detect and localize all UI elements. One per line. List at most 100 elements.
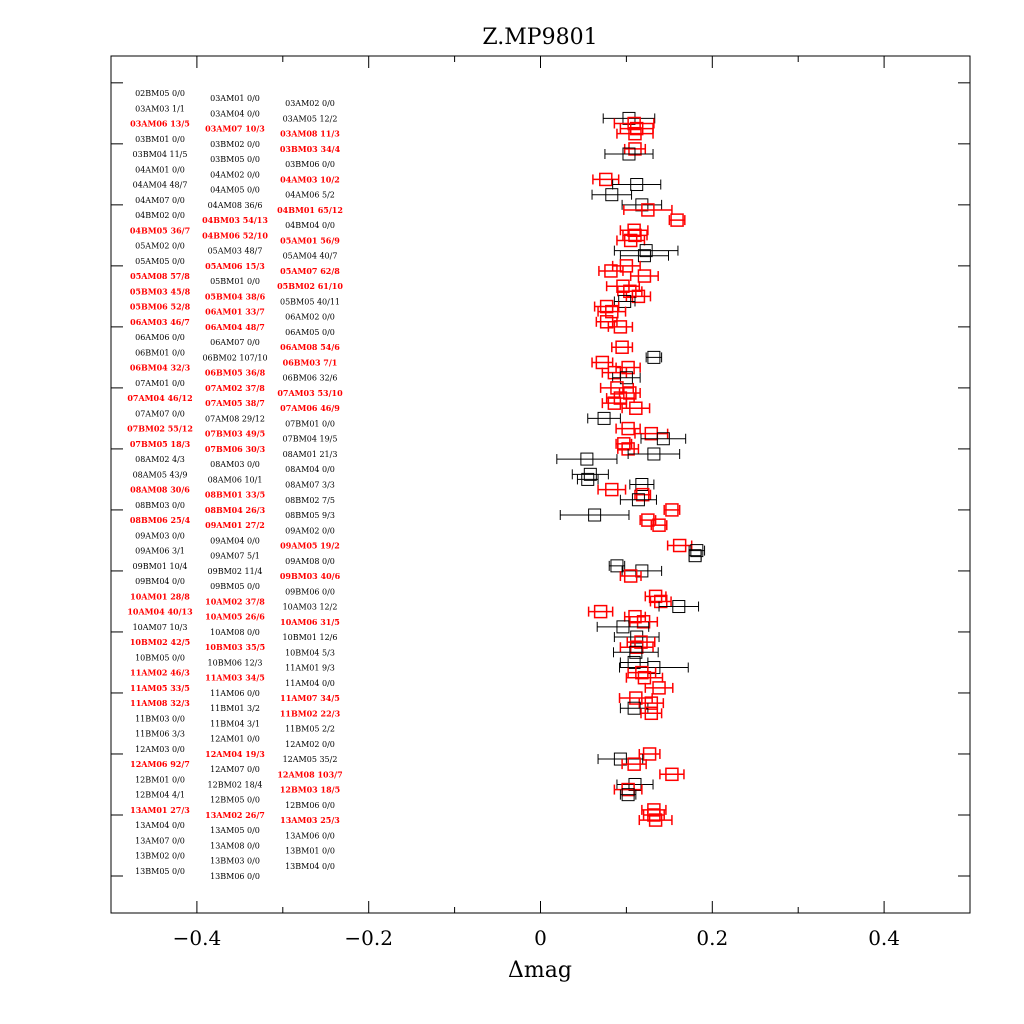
data-point — [619, 493, 657, 507]
y-axis — [111, 82, 970, 877]
row-label: 13AM05 0/0 — [210, 826, 260, 835]
row-label: 12AM05 35/2 — [283, 755, 338, 764]
row-label: 06BM02 107/10 — [202, 353, 267, 362]
row-label: 03AM05 12/2 — [283, 114, 338, 123]
row-label: 10AM01 28/8 — [130, 591, 190, 601]
row-label: 08BM03 0/0 — [135, 501, 185, 510]
row-label: 07BM04 19/5 — [283, 435, 338, 444]
data-point — [571, 467, 609, 481]
row-label: 05AM07 62/8 — [280, 266, 340, 276]
square-marker — [629, 691, 643, 705]
data-point — [596, 620, 650, 634]
x-tick-label: 0.4 — [868, 926, 900, 950]
row-label: 10AM05 26/6 — [205, 612, 265, 622]
square-marker — [648, 813, 663, 827]
row-label: 09AM03 0/0 — [135, 531, 185, 540]
row-label: 03BM01 0/0 — [135, 135, 185, 144]
data-point — [616, 777, 654, 791]
square-marker — [581, 472, 595, 486]
data-point — [658, 600, 700, 614]
row-label: 04BM03 54/13 — [202, 215, 268, 225]
row-label: 13BM05 0/0 — [135, 867, 185, 876]
row-label: 03BM06 0/0 — [285, 160, 335, 169]
data-point — [607, 320, 634, 334]
square-marker — [616, 620, 630, 634]
row-label: 13AM04 0/0 — [135, 821, 185, 830]
data-point — [613, 244, 679, 258]
data-point — [621, 564, 663, 578]
data-point — [619, 569, 642, 583]
row-label: 07AM07 0/0 — [135, 409, 185, 418]
data-point — [611, 259, 641, 273]
row-label: 10BM02 42/5 — [130, 637, 190, 647]
row-label: 04AM05 0/0 — [210, 186, 260, 195]
row-label: 05AM04 40/7 — [283, 252, 338, 261]
row-labels: 02BM05 0/0 03AM01 0/0 03AM02 0/0 03AM03 1/1… — [127, 89, 343, 881]
data-point — [615, 437, 633, 451]
data-point — [623, 203, 673, 217]
x-tick-label: −0.2 — [344, 926, 393, 950]
square-marker — [665, 767, 679, 782]
row-label: 04AM01 0/0 — [135, 165, 185, 174]
row-label: 07BM03 49/5 — [205, 429, 265, 439]
row-label: 07AM06 46/9 — [280, 403, 340, 413]
data-point — [619, 640, 654, 654]
row-label: 09AM02 0/0 — [285, 526, 335, 535]
row-label: 12AM02 0/0 — [285, 740, 335, 749]
data-point — [613, 116, 655, 131]
square-marker — [599, 315, 614, 329]
row-label: 05AM01 56/9 — [280, 235, 340, 245]
data-point — [616, 233, 646, 248]
data-point — [627, 447, 681, 461]
row-label: 09BM01 10/4 — [133, 562, 188, 571]
row-label: 03BM02 0/0 — [210, 140, 260, 149]
data-point — [618, 386, 641, 400]
data-point — [649, 594, 672, 609]
square-marker — [636, 615, 651, 629]
data-point — [618, 691, 653, 705]
row-label: 07AM03 53/10 — [277, 388, 343, 398]
row-label: 10AM08 0/0 — [210, 628, 260, 637]
row-label: 03AM01 0/0 — [210, 94, 260, 103]
row-label: 10AM06 31/5 — [280, 617, 340, 627]
row-label: 13AM06 0/0 — [285, 831, 335, 840]
row-label: 13BM01 0/0 — [285, 847, 335, 856]
square-marker — [631, 289, 646, 304]
x-tick-label: −0.4 — [173, 926, 222, 950]
row-label: 03BM05 0/0 — [210, 155, 260, 164]
row-label: 12AM03 0/0 — [135, 745, 185, 754]
square-marker — [588, 508, 602, 522]
row-label: 06BM06 32/6 — [283, 374, 338, 383]
data-point — [592, 172, 620, 187]
square-marker — [617, 437, 631, 451]
row-label: 07BM02 55/12 — [127, 424, 193, 434]
data-point — [668, 213, 686, 227]
data-point — [621, 757, 647, 771]
square-marker — [629, 645, 643, 659]
row-label: 02BM05 0/0 — [135, 89, 185, 98]
square-marker — [690, 544, 704, 558]
data-point — [629, 478, 655, 491]
data-point — [559, 508, 630, 522]
data-point — [642, 808, 665, 822]
row-label: 05AM06 15/3 — [205, 261, 265, 271]
square-marker — [627, 757, 641, 771]
row-label: 03AM07 10/3 — [205, 124, 265, 134]
square-marker — [630, 630, 644, 644]
square-marker — [644, 696, 659, 710]
data-point — [611, 340, 634, 354]
row-label: 06AM05 0/0 — [285, 328, 335, 337]
square-marker — [652, 681, 666, 695]
data-point — [595, 315, 618, 329]
square-marker — [635, 487, 650, 502]
row-label: 12BM04 4/1 — [135, 791, 185, 800]
row-label: 08BM01 33/5 — [205, 490, 265, 500]
square-marker — [583, 467, 597, 481]
row-label: 05BM05 40/11 — [280, 297, 340, 306]
row-label: 04AM04 48/7 — [133, 181, 188, 190]
data-point — [629, 269, 659, 283]
square-marker — [618, 294, 632, 308]
square-marker — [605, 482, 619, 497]
square-marker — [593, 604, 608, 619]
